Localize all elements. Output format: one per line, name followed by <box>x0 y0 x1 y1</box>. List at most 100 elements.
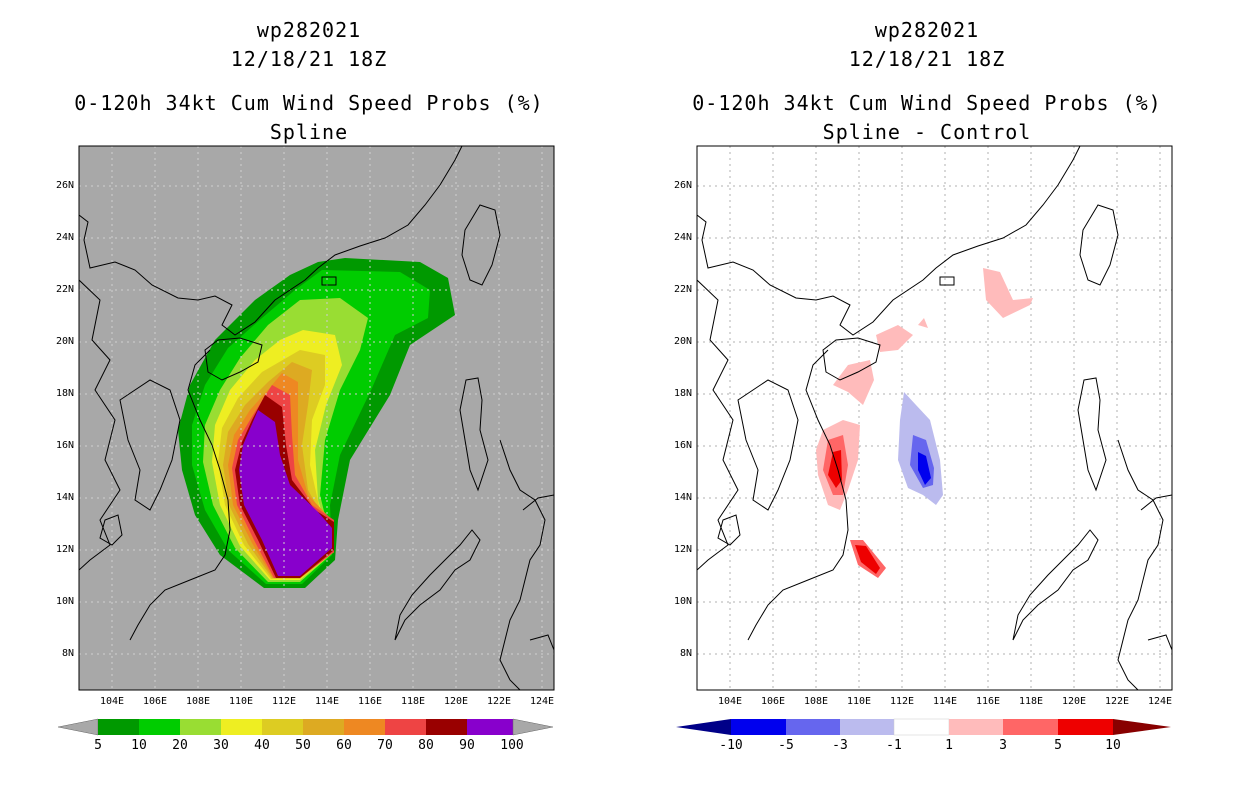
lon-label: 110E <box>846 696 872 707</box>
lon-label: 118E <box>1018 696 1044 707</box>
colorbar-bin-1-3 <box>949 719 1003 735</box>
colorbar-bin-70-80 <box>385 719 426 735</box>
lon-label: 112E <box>889 696 915 707</box>
diff-pos-1 <box>918 318 928 328</box>
diff-pos-1 <box>876 325 913 352</box>
probability-contours <box>178 258 455 588</box>
colorbar-label: 1 <box>945 738 953 753</box>
difference-map <box>676 145 1173 736</box>
diff-pos-5 <box>855 545 880 574</box>
colorbar-label: 70 <box>377 738 393 753</box>
colorbar-bin-90-100 <box>467 719 513 735</box>
lon-label: 114E <box>314 696 340 707</box>
lon-label: 118E <box>400 696 426 707</box>
grid-lines <box>79 146 554 690</box>
date-time: 12/18/21 18Z <box>848 47 1006 71</box>
lat-label: 8N <box>61 648 74 659</box>
track-marker-box <box>939 276 955 286</box>
lat-label: 16N <box>55 440 74 451</box>
colorbar-bin-40-50 <box>262 719 303 735</box>
colorbar-bin-neg10-neg5 <box>731 719 786 735</box>
colorbar-bin-5-10 <box>1058 719 1113 735</box>
lat-label: 12N <box>55 544 74 555</box>
colorbar-label: 30 <box>213 738 229 753</box>
lat-label: 18N <box>55 388 74 399</box>
lon-label: 104E <box>99 696 125 707</box>
map-background <box>697 146 1172 690</box>
difference-colorbar <box>676 718 1171 736</box>
lon-label: 106E <box>142 696 168 707</box>
colorbar-label: 40 <box>254 738 270 753</box>
lon-label: 112E <box>271 696 297 707</box>
lon-label: 106E <box>760 696 786 707</box>
colorbar-label: 60 <box>336 738 352 753</box>
colorbar-label: 5 <box>94 738 102 753</box>
colorbar-bin-30-40 <box>221 719 262 735</box>
colorbar-label: 10 <box>131 738 147 753</box>
lat-label: 20N <box>55 336 74 347</box>
lon-label: 108E <box>803 696 829 707</box>
colorbar-bin-neg1-1 <box>893 718 950 736</box>
lon-label: 124E <box>1147 696 1173 707</box>
coastlines <box>697 146 1172 690</box>
storm-id: wp282021 <box>874 18 980 42</box>
colorbar-label: 100 <box>500 738 524 753</box>
probability-map <box>57 145 555 736</box>
lon-label: 104E <box>717 696 743 707</box>
diff-pos-1 <box>833 360 874 405</box>
lon-label: 114E <box>932 696 958 707</box>
coastlines <box>79 146 554 690</box>
colorbar-bin-neg3-neg1 <box>840 719 894 735</box>
lon-label: 122E <box>486 696 512 707</box>
diff-pos-1 <box>983 268 1033 318</box>
lat-label: 16N <box>673 440 692 451</box>
map-frame <box>696 145 1173 691</box>
lat-label: 22N <box>673 284 692 295</box>
lat-label: 14N <box>55 492 74 503</box>
colorbar-bin-10-20 <box>139 719 180 735</box>
lat-label: 20N <box>673 336 692 347</box>
colorbar-label: 80 <box>418 738 434 753</box>
storm-id: wp282021 <box>256 18 362 42</box>
track-marker-box <box>321 276 337 286</box>
lat-label: 14N <box>673 492 692 503</box>
date-time: 12/18/21 18Z <box>230 47 388 71</box>
colorbar-under-arrow <box>676 719 731 735</box>
lat-label: 10N <box>55 596 74 607</box>
colorbar-over-arrow <box>1113 719 1171 735</box>
lat-label: 26N <box>55 180 74 191</box>
lat-label: 22N <box>55 284 74 295</box>
lon-label: 120E <box>443 696 469 707</box>
lat-label: 10N <box>673 596 692 607</box>
colorbar-label: 5 <box>1054 738 1062 753</box>
colorbar-bin-80-90 <box>426 719 467 735</box>
colorbar-label: 10 <box>1105 738 1121 753</box>
lon-label: 124E <box>529 696 555 707</box>
difference-contours <box>816 268 1033 578</box>
product-title: 0-120h 34kt Cum Wind Speed Probs (%) <box>692 91 1162 115</box>
colorbar-label: 90 <box>459 738 475 753</box>
colorbar-label: -5 <box>778 738 794 753</box>
colorbar-label: 50 <box>295 738 311 753</box>
lon-label: 122E <box>1104 696 1130 707</box>
lon-label: 116E <box>975 696 1001 707</box>
grid-lines <box>697 146 1172 690</box>
lat-label: 24N <box>673 232 692 243</box>
product-title: 0-120h 34kt Cum Wind Speed Probs (%) <box>74 91 544 115</box>
lon-label: 116E <box>357 696 383 707</box>
colorbar-bin-neg5-neg3 <box>786 719 840 735</box>
lon-label: 120E <box>1061 696 1087 707</box>
probability-panel: wp282021 12/18/21 18Z 0-120h 34kt Cum Wi… <box>55 18 555 753</box>
colorbar-label: -1 <box>886 738 902 753</box>
probability-colorbar <box>57 718 554 736</box>
lon-label: 110E <box>228 696 254 707</box>
product-subtitle: Spline <box>269 120 349 144</box>
colorbar-label: -3 <box>832 738 848 753</box>
lat-label: 24N <box>55 232 74 243</box>
colorbar-bin-60-70 <box>344 719 385 735</box>
product-subtitle: Spline - Control <box>822 120 1032 144</box>
colorbar-label: -10 <box>719 738 743 753</box>
diff-pos-5 <box>828 450 842 488</box>
lat-label: 8N <box>679 648 692 659</box>
lat-label: 12N <box>673 544 692 555</box>
